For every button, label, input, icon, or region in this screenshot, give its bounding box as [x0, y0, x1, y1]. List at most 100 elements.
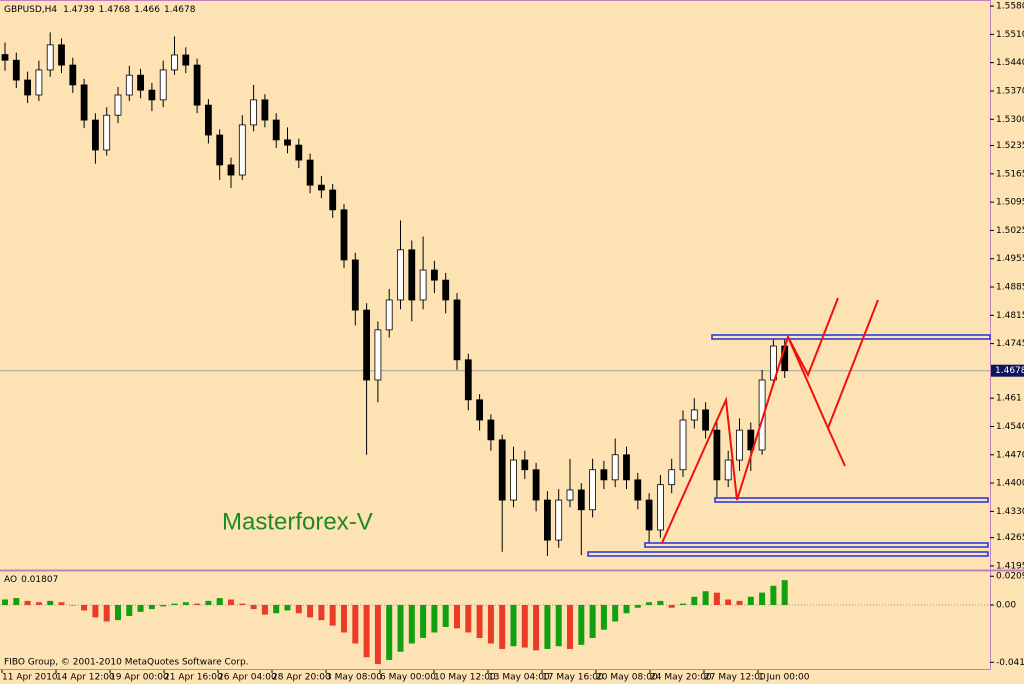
- ao-bar: [408, 604, 415, 644]
- candle-body: [148, 89, 156, 101]
- candle-body: [238, 124, 246, 176]
- ao-bar: [250, 604, 257, 610]
- candle-body: [182, 54, 190, 66]
- ao-bar: [657, 600, 664, 605]
- x-tick-label: 10 May 12:00: [434, 673, 496, 683]
- candle-body: [498, 439, 506, 501]
- candle-body: [736, 429, 743, 461]
- candle-body: [351, 259, 359, 311]
- ao-bar: [736, 600, 743, 605]
- y-tick-label: 1.4400: [996, 479, 1024, 489]
- candle-body: [589, 469, 596, 511]
- x-tick-label: 6 May 00:00: [380, 673, 436, 683]
- ao-bar: [544, 604, 551, 649]
- ao-bar: [194, 603, 201, 605]
- y-tick-label: 1.4885: [996, 283, 1024, 293]
- candle-body: [634, 479, 642, 501]
- ao-bar: [646, 602, 653, 605]
- candle-body: [317, 184, 325, 191]
- ao-bar: [239, 603, 246, 605]
- candle-body: [284, 139, 291, 146]
- x-tick-label: 11 Apr 2010: [2, 673, 58, 683]
- y-tick-label: 1.4265: [996, 533, 1024, 543]
- candle-body: [770, 345, 777, 381]
- ao-bar: [24, 600, 31, 605]
- x-tick-label: 20 May 08:00: [596, 673, 658, 683]
- candle-body: [464, 359, 472, 401]
- x-tick-label: 14 Apr 12:00: [56, 673, 115, 683]
- candle-body: [171, 54, 178, 71]
- candle-body: [329, 189, 337, 211]
- watermark: Masterforex-V: [222, 508, 373, 535]
- ao-bar: [58, 602, 65, 605]
- candle-body: [385, 299, 393, 331]
- candle-body: [419, 269, 427, 301]
- ao-bar: [476, 604, 483, 638]
- candle-body: [261, 99, 269, 121]
- ao-bar: [533, 604, 540, 651]
- candle-body: [69, 64, 77, 86]
- ao-bar: [35, 602, 42, 605]
- ao-bar: [307, 604, 314, 618]
- candle-body: [724, 459, 732, 481]
- ao-bar: [510, 604, 517, 647]
- indicator-header: AO 0.01807: [4, 575, 58, 585]
- candle-body: [227, 164, 235, 176]
- ao-bar: [329, 604, 336, 626]
- x-tick-label: 21 Apr 16:00: [164, 673, 223, 683]
- candle-body: [295, 144, 303, 161]
- x-tick-label: 13 May 04:00: [488, 673, 550, 683]
- y-tick-label: 1.5025: [996, 226, 1024, 236]
- candle-body: [125, 74, 133, 96]
- y-tick-label: -0.04167: [996, 658, 1024, 668]
- ao-bar: [589, 604, 596, 638]
- candle-body: [747, 429, 755, 451]
- candle-body: [374, 329, 382, 381]
- candle-body: [702, 409, 709, 431]
- ao-bar: [228, 599, 234, 605]
- ao-bar: [13, 598, 20, 605]
- candle-body: [577, 489, 585, 511]
- candle-body: [114, 94, 122, 116]
- price-box: [991, 364, 1024, 377]
- ao-bar: [205, 600, 212, 605]
- footer: FIBO Group, © 2001-2010 MetaQuotes Softw…: [4, 658, 249, 668]
- candle-body: [758, 379, 766, 451]
- low: 1.466: [134, 5, 160, 15]
- ao-bar: [295, 604, 302, 614]
- candle-body: [340, 209, 348, 261]
- candle-body: [544, 499, 551, 541]
- ao-bar: [747, 596, 754, 605]
- indicator-name: AO: [4, 575, 17, 585]
- x-tick-label: 26 Apr 04:00: [218, 673, 277, 683]
- candle-body: [713, 429, 721, 481]
- candle-body: [623, 454, 630, 481]
- x-tick-label: 27 May 12:00: [704, 673, 766, 683]
- ao-bar: [770, 585, 777, 605]
- candle-body: [645, 499, 653, 531]
- ao-bar: [578, 604, 585, 645]
- y-tick-label: 1.4195: [996, 561, 1024, 571]
- ao-bar: [623, 604, 630, 614]
- candle-body: [46, 44, 54, 71]
- candle-body: [92, 119, 99, 151]
- ao-bar: [363, 604, 370, 658]
- candle-body: [657, 484, 664, 531]
- candle-body: [159, 69, 167, 101]
- candle-body: [306, 159, 314, 186]
- ao-bar: [713, 592, 720, 605]
- high: 1.4768: [99, 5, 131, 15]
- ao-bar: [47, 600, 54, 605]
- y-tick-label: 1.5095: [996, 198, 1024, 208]
- wave-line: [827, 427, 846, 467]
- y-tick-label: 1.4330: [996, 507, 1024, 517]
- candle-body: [250, 99, 258, 126]
- ao-bar: [2, 599, 8, 605]
- ao-bar: [126, 604, 133, 616]
- candle-body: [80, 84, 88, 121]
- y-tick-label: 1.5165: [996, 169, 1024, 179]
- ao-bar: [454, 604, 460, 629]
